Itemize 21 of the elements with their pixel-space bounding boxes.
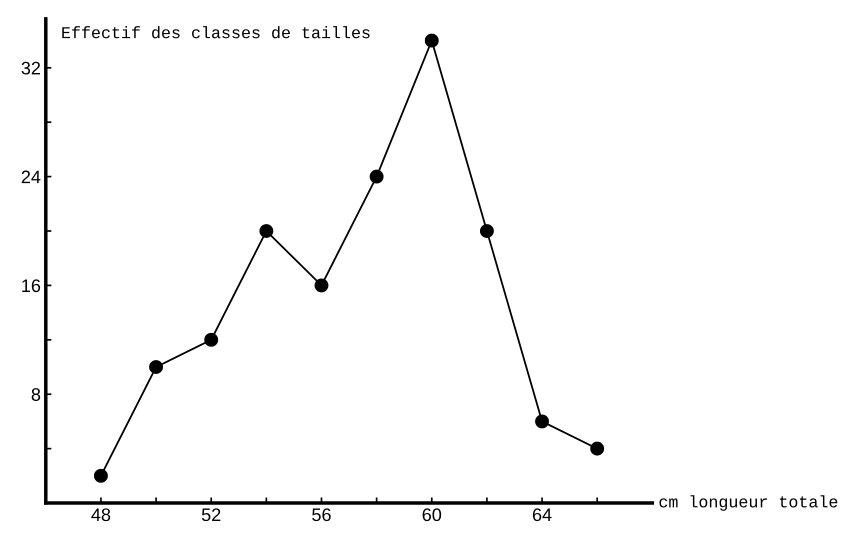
x-tick-label: 60 [422, 508, 442, 522]
y-tick-label: 32 [22, 62, 40, 75]
point [480, 224, 494, 238]
y-tick-label: 24 [22, 170, 40, 184]
point [149, 360, 164, 374]
point [314, 278, 328, 292]
point [370, 170, 384, 184]
y-tick-label: 8 [32, 388, 40, 401]
y-tick-label: 16 [22, 279, 40, 292]
x-tick-label: 64 [532, 508, 552, 522]
x-tick-label: 48 [91, 508, 110, 522]
point [535, 414, 549, 428]
point [424, 34, 439, 48]
point [590, 442, 604, 456]
x-tick-label: 56 [312, 508, 331, 522]
x-tick-label: 52 [202, 508, 220, 522]
point [94, 468, 108, 483]
point [204, 332, 218, 347]
y-axis-title: Effectif des classes de tailles [62, 26, 370, 38]
point [259, 224, 274, 238]
x-axis-title: cm longueur totale [659, 495, 838, 511]
